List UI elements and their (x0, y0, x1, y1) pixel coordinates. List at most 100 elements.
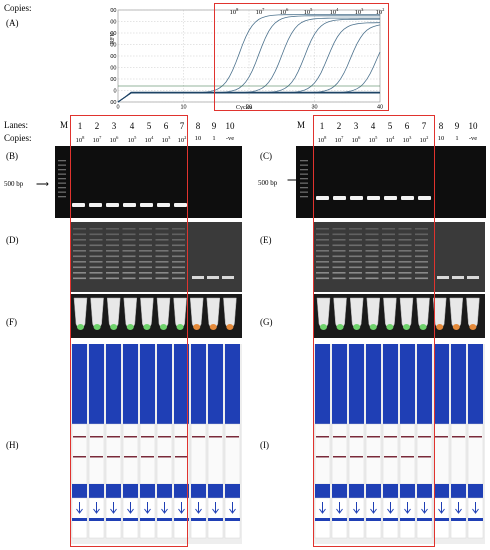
lamp-ladder-band (398, 239, 412, 241)
positive-tube-colour (320, 324, 327, 330)
lane-copy-label: 107 (92, 135, 102, 145)
lamp-ladder-band (73, 244, 86, 247)
lamp-ladder-band (172, 239, 185, 241)
lamp-ladder-band (89, 266, 103, 269)
ladder-band (58, 187, 66, 189)
strip-label-band (225, 484, 240, 498)
lamp-ladder-band (332, 239, 346, 241)
lamp-ladder-band (415, 228, 428, 230)
lamp-gel-d-image (73, 228, 234, 280)
pcr-band (157, 203, 170, 207)
control-line (90, 436, 103, 438)
strip-label-band (383, 484, 398, 498)
positive-tube-colour (386, 324, 394, 330)
strip-membrane (399, 423, 416, 485)
control-line (175, 436, 188, 438)
control-line (316, 436, 329, 438)
lamp-ladder-band (332, 266, 346, 269)
control-line (124, 436, 137, 438)
control-line (435, 436, 448, 438)
positive-tube-colour (176, 324, 184, 330)
strip-membrane (173, 423, 190, 485)
lane-copy-label: 104 (385, 135, 395, 145)
lamp-ladder-band (365, 228, 379, 230)
lamp-gel-panel-d (70, 222, 242, 292)
lane-number: 5 (387, 121, 393, 131)
lamp-ladder-band (139, 233, 152, 236)
positive-tube-colour (403, 324, 410, 330)
primer-dimer-band (207, 276, 219, 279)
arrow-down-icon (438, 502, 445, 514)
x-tick-label: 0 (116, 105, 119, 111)
pcr-band (106, 203, 119, 207)
strip-sample-pad (332, 344, 347, 424)
lamp-ladder-band (106, 277, 119, 280)
lamp-ladder-band (106, 244, 119, 247)
strip-sample-pad (451, 344, 466, 424)
primer-dimer-band (452, 276, 464, 279)
lamp-ladder-band (382, 233, 395, 236)
lamp-ladder-band (172, 250, 185, 252)
lamp-ladder-band (316, 244, 329, 247)
lane-number: 10 (225, 121, 235, 131)
arrow-down-icon (336, 502, 343, 514)
lamp-ladder-band (89, 255, 103, 258)
arrow-down-icon (370, 502, 377, 514)
lamp-ladder-band (155, 261, 169, 263)
panel-label-a: (A) (6, 18, 19, 28)
strip-label-band (434, 484, 449, 498)
test-line (141, 456, 154, 458)
lamp-ladder-band (155, 239, 169, 241)
lamp-ladder-band (73, 228, 86, 230)
lamp-ladder-band (106, 233, 119, 236)
strip-sample-pad (123, 344, 138, 424)
lamp-ladder-band (155, 277, 169, 280)
strip-max-line (208, 518, 223, 521)
lamp-ladder-band (415, 239, 428, 241)
lane-copy-label: 10 (437, 135, 445, 142)
lane-number: 6 (404, 121, 410, 131)
lamp-ladder-band (316, 233, 329, 236)
arrow-down-icon (76, 502, 83, 514)
lamp-gel-panel-e (313, 222, 485, 292)
strip-label-band (157, 484, 172, 498)
y-tick-label: 100 (110, 77, 117, 83)
arrow-down-icon (195, 502, 202, 514)
lateral-flow-panel-h (70, 344, 242, 544)
y-tick-label: 500 (110, 31, 117, 37)
ladder-band (58, 160, 66, 162)
qpcr-copy-label: 102 (375, 7, 385, 17)
lamp-ladder-band (106, 266, 119, 269)
positive-tube-colour (143, 324, 151, 330)
lamp-ladder-band (122, 255, 136, 258)
lamp-ladder-band (382, 277, 395, 280)
ladder-band (58, 196, 66, 198)
lamp-ladder-band (73, 255, 86, 258)
right-marker-label: M (297, 120, 306, 130)
lamp-ladder-band (316, 228, 329, 230)
lamp-ladder-band (139, 239, 152, 241)
strip-membrane (207, 423, 224, 485)
qpcr-copy-label: 105 (303, 7, 313, 17)
qpcr-copy-label: 106 (279, 7, 289, 17)
test-line (90, 456, 103, 458)
negative-curve (117, 92, 380, 103)
lane-copy-label: 102 (177, 135, 187, 145)
lamp-ladder-band (73, 233, 86, 236)
lamp-ladder-band (122, 266, 136, 269)
lateral-flow-panel-i (313, 344, 485, 544)
lamp-ladder-band (349, 255, 362, 258)
qpcr-copy-label: 104 (329, 7, 339, 17)
test-line (175, 456, 188, 458)
lane-copy-label: 108 (75, 135, 85, 145)
strip-sample-pad (208, 344, 223, 424)
strip-label-band (140, 484, 155, 498)
strip-sample-pad (106, 344, 121, 424)
lane-number: 3 (111, 121, 117, 131)
lamp-ladder-band (155, 228, 169, 230)
strip-sample-pad (72, 344, 87, 424)
positive-tube-colour (110, 324, 118, 330)
lamp-ladder-band (332, 250, 346, 252)
right-bp-marker: 500 bp (258, 179, 278, 187)
lamp-ladder-band (415, 277, 428, 280)
